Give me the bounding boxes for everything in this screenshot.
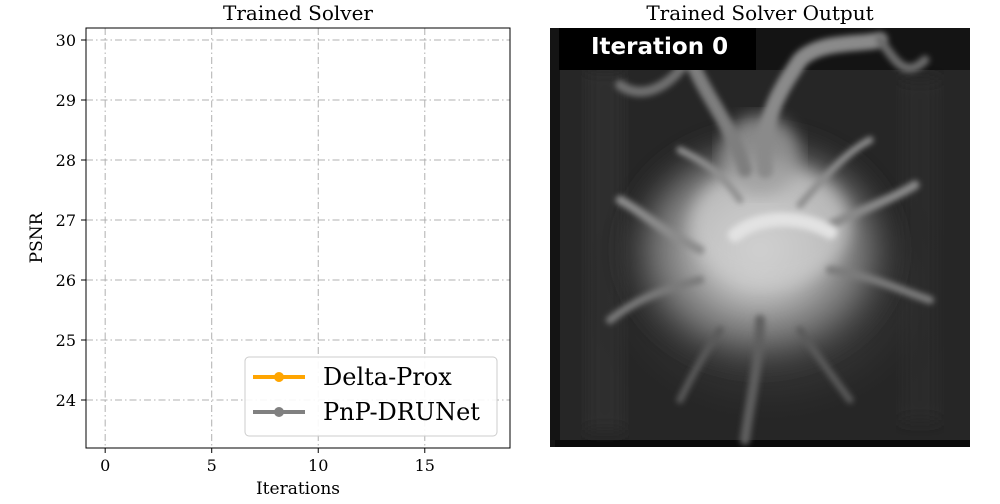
x-axis: 0 5 10 15 <box>100 448 435 475</box>
output-title: Trained Solver Output <box>646 1 873 25</box>
y-axis: 24 25 26 27 28 29 30 <box>56 31 86 410</box>
solver-output-panel: Trained Solver Output <box>550 1 970 447</box>
y-tick-label: 24 <box>56 391 76 410</box>
x-tick-label: 10 <box>308 456 328 475</box>
legend: Delta-Prox PnP-DRUNet <box>244 356 498 437</box>
output-image: Iteration 0 <box>550 28 970 447</box>
y-tick-label: 25 <box>56 331 76 350</box>
x-tick-label: 15 <box>415 456 435 475</box>
iteration-banner <box>559 28 756 70</box>
legend-marker-delta-prox <box>274 372 284 382</box>
y-tick-label: 27 <box>56 211 76 230</box>
x-axis-label: Iterations <box>256 479 340 499</box>
legend-item-pnp-drunet: PnP-DRUNet <box>253 398 480 426</box>
legend-box <box>244 356 498 437</box>
chart-title: Trained Solver <box>223 1 373 25</box>
legend-label-pnp-drunet: PnP-DRUNet <box>323 398 480 426</box>
legend-label-delta-prox: Delta-Prox <box>323 363 452 391</box>
y-axis-label: PSNR <box>27 211 47 263</box>
y-tick-label: 26 <box>56 271 76 290</box>
psnr-chart: Trained Solver 0 5 10 15 24 25 26 27 28 29 30 Ite… <box>27 1 511 499</box>
plot-frame <box>85 27 511 449</box>
y-tick-label: 30 <box>56 31 76 50</box>
iteration-banner-text: Iteration 0 <box>591 34 728 60</box>
y-tick-label: 28 <box>56 151 76 170</box>
legend-marker-pnp-drunet <box>274 407 284 417</box>
legend-item-delta-prox: Delta-Prox <box>253 363 452 391</box>
y-tick-label: 29 <box>56 91 76 110</box>
x-tick-label: 5 <box>207 456 217 475</box>
x-tick-label: 0 <box>100 456 110 475</box>
